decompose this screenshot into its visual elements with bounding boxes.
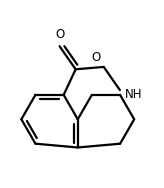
Text: O: O (92, 51, 101, 64)
Text: NH: NH (125, 88, 143, 101)
Text: O: O (55, 28, 64, 41)
